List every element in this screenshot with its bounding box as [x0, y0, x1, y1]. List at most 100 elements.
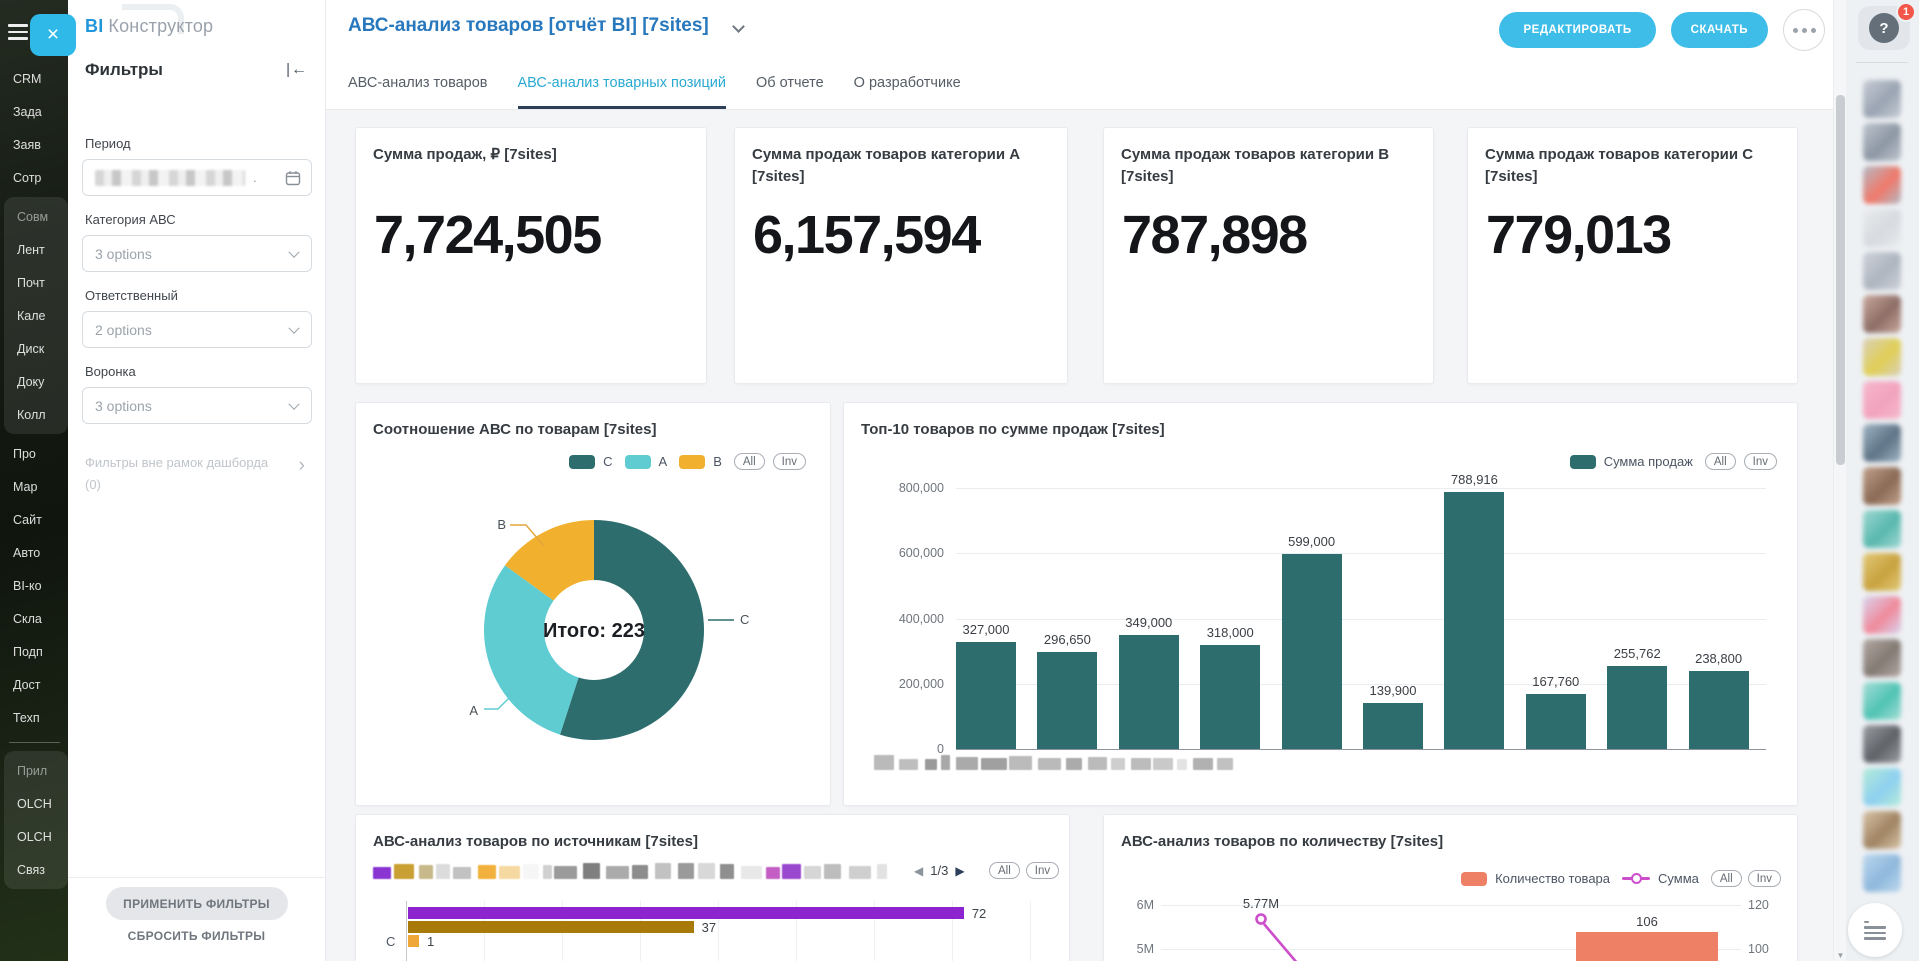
chevron-right-icon: › [299, 450, 305, 482]
filters-footer: ПРИМЕНИТЬ ФИЛЬТРЫ СБРОСИТЬ ФИЛЬТРЫ [68, 877, 325, 961]
more-options-button[interactable] [1783, 9, 1825, 51]
widget-thumbnail[interactable] [1863, 596, 1901, 634]
nav-item[interactable]: Техп [0, 701, 68, 734]
help-button[interactable]: ? 1 [1858, 6, 1910, 50]
dashboard-content: Сумма продаж, ₽ [7sites]7,724,505Сумма п… [326, 110, 1833, 961]
reset-filters-button[interactable]: СБРОСИТЬ ФИЛЬТРЫ [122, 928, 272, 944]
widget-thumbnail[interactable] [1863, 381, 1901, 419]
source-bar [408, 907, 964, 919]
report-header: АВС-анализ товаров [отчёт BI] [7sites] Р… [326, 0, 1833, 56]
nav-item[interactable]: Связ [4, 853, 68, 886]
download-button[interactable]: СКАЧАТЬ [1671, 12, 1768, 48]
widget-thumbnail[interactable] [1863, 295, 1901, 333]
filter-fields: Период.Категория АВС3 optionsОтветственн… [82, 120, 312, 424]
widget-thumbnail[interactable] [1863, 209, 1901, 247]
tab-об-отчете[interactable]: Об отчете [756, 56, 824, 109]
nav-item[interactable]: Заяв [0, 128, 68, 161]
nav-item[interactable]: Дост [0, 668, 68, 701]
nav-item[interactable]: OLCH [4, 787, 68, 820]
nav-item[interactable]: Прил [4, 754, 68, 787]
nav-item[interactable]: BI-ко [0, 569, 68, 602]
tab-о-разработчике[interactable]: О разработчике [854, 56, 961, 109]
widget-thumbnail[interactable] [1863, 854, 1901, 892]
apply-filters-button[interactable]: ПРИМЕНИТЬ ФИЛЬТРЫ [106, 887, 288, 920]
abc-ratio-card: Соотношение АВС по товарам [7sites] CABA… [355, 402, 831, 806]
widget-thumbnail[interactable] [1863, 424, 1901, 462]
top10-bar [1119, 635, 1179, 749]
filter-label: Ответственный [85, 288, 312, 303]
widget-thumbnail[interactable] [1863, 510, 1901, 548]
calendar-icon [285, 170, 301, 191]
donut-slice-label: C [740, 612, 749, 627]
top10-bar-value: 167,760 [1532, 674, 1579, 689]
divider [1856, 62, 1908, 63]
widget-thumbnail[interactable] [1863, 553, 1901, 591]
divider [9, 742, 60, 743]
nav-item[interactable]: Скла [0, 602, 68, 635]
top10-bar-value: 139,900 [1370, 683, 1417, 698]
widget-thumbnail[interactable] [1863, 725, 1901, 763]
sources-plot: 72371C [356, 815, 1071, 961]
nav-item[interactable]: Зада [0, 95, 68, 128]
donut-slice-label: B [497, 517, 506, 532]
nav-item[interactable]: Почт [4, 266, 68, 299]
widget-thumbnail[interactable] [1863, 338, 1901, 376]
close-panel-button[interactable]: × [30, 14, 76, 56]
y-axis-tick: 800,000 [844, 481, 944, 495]
widget-thumbnail[interactable] [1863, 80, 1901, 118]
nav-item[interactable]: OLCH [4, 820, 68, 853]
filters-outside-count: (0) [85, 474, 311, 496]
filters-outside-link[interactable]: Фильтры вне рамок дашборда › (0) [85, 452, 311, 496]
edit-button[interactable]: РЕДАКТИРОВАТЬ [1499, 12, 1655, 48]
tab-авс-анализ-товарных-позиций[interactable]: АВС-анализ товарных позиций [518, 56, 726, 109]
nav-item[interactable]: Лент [4, 233, 68, 266]
x-labels-redacted [874, 755, 1236, 770]
close-icon: × [47, 23, 59, 46]
nav-item[interactable]: Кале [4, 299, 68, 332]
date-range-input[interactable]: . [82, 159, 312, 196]
top10-bar-value: 788,916 [1451, 472, 1498, 487]
widget-thumbnail[interactable] [1863, 166, 1901, 204]
nav-item[interactable]: Мар [0, 470, 68, 503]
kpi-value: 779,013 [1486, 204, 1671, 266]
nav-item[interactable]: Авто [0, 536, 68, 569]
nav-item[interactable]: Колл [4, 398, 68, 431]
nav-item[interactable]: Совм [4, 200, 68, 233]
nav-item[interactable]: Про [0, 437, 68, 470]
widget-thumbnail[interactable] [1863, 639, 1901, 677]
widget-thumbnail[interactable] [1863, 252, 1901, 290]
nav-item[interactable]: Диск [4, 332, 68, 365]
list-button[interactable] [1848, 903, 1902, 957]
filter-select[interactable]: 3 options [82, 387, 312, 424]
nav-item[interactable]: Сайт [0, 503, 68, 536]
nav-item[interactable]: CRM [0, 62, 68, 95]
widget-thumbnail[interactable] [1863, 467, 1901, 505]
app-logo: BIКонструктор [85, 16, 213, 37]
collapse-filters-icon[interactable]: |← [286, 61, 307, 79]
widget-thumbnail[interactable] [1863, 811, 1901, 849]
widget-thumbnail[interactable] [1863, 768, 1901, 806]
nav-item[interactable]: Доку [4, 365, 68, 398]
widget-thumbnails [1863, 80, 1901, 897]
menu-icon[interactable] [8, 24, 28, 44]
source-bar [408, 935, 419, 947]
title-dropdown-icon[interactable] [732, 20, 745, 33]
dashboard-main: АВС-анализ товаров [отчёт BI] [7sites] Р… [326, 0, 1833, 961]
app-window: CRMЗадаЗаявСотрСовмЛентПочтКалеДискДокуК… [0, 0, 1919, 961]
filter-select[interactable]: 2 options [82, 311, 312, 348]
list-icon [1864, 918, 1886, 943]
kpi-title: Сумма продаж товаров категории В [7sites… [1104, 128, 1433, 188]
top10-bar [1037, 652, 1097, 749]
nav-item[interactable]: Подп [0, 635, 68, 668]
select-value: 3 options [95, 398, 152, 414]
tab-авс-анализ-товаров[interactable]: АВС-анализ товаров [348, 56, 488, 109]
widget-thumbnail[interactable] [1863, 682, 1901, 720]
scrollbar[interactable]: ▼ [1833, 0, 1846, 961]
nav-item[interactable]: Сотр [0, 161, 68, 194]
select-value: 2 options [95, 322, 152, 338]
filter-select[interactable]: 3 options [82, 235, 312, 272]
widget-thumbnail[interactable] [1863, 123, 1901, 161]
top10-bar-value: 318,000 [1207, 625, 1254, 640]
scrollbar-thumb[interactable] [1836, 95, 1845, 465]
filter-label: Категория АВС [85, 212, 312, 227]
